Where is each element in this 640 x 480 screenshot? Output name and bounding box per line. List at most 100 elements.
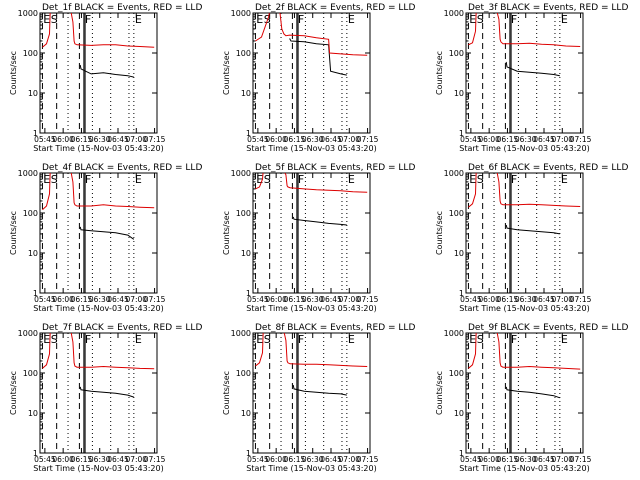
x-tick-label: 06:45 <box>320 135 342 144</box>
x-tick-label: 07:00 <box>551 455 573 464</box>
events-series-line <box>292 384 347 396</box>
lld-series-line <box>255 333 368 367</box>
x-axis-label: Start Time (15-Nov-03 05:43:20) <box>33 464 163 473</box>
y-axis-label: Counts/sec <box>222 51 231 95</box>
y-tick-label: 1 <box>246 289 251 298</box>
x-tick-label: 06:00 <box>478 455 500 464</box>
x-tick-label: 06:15 <box>497 295 519 304</box>
y-tick-label: 1 <box>246 129 251 138</box>
y-tick-label: 1000 <box>18 329 38 338</box>
flag-label: S <box>51 333 58 346</box>
panel-title: Det_2f BLACK = Events, RED = LLD <box>255 3 415 13</box>
x-axis-label: Start Time (15-Nov-03 05:43:20) <box>33 304 163 313</box>
flag-label: E <box>469 173 476 186</box>
flag-label: F <box>298 333 304 346</box>
flag-label: E <box>561 333 568 346</box>
x-tick-label: 06:15 <box>284 135 306 144</box>
x-tick-label: 07:00 <box>125 455 147 464</box>
flag-label: E <box>43 13 50 26</box>
lld-series-line <box>42 173 155 211</box>
x-tick-label: 07:00 <box>551 135 573 144</box>
events-series-line <box>79 386 134 398</box>
y-tick-label: 1 <box>246 449 251 458</box>
x-tick-label: 06:30 <box>515 295 537 304</box>
y-tick-label: 10 <box>454 249 464 258</box>
y-tick-label: 100 <box>236 209 251 218</box>
flag-label: E <box>469 333 476 346</box>
x-tick-label: 05:45 <box>460 135 482 144</box>
flag-label: F <box>511 13 517 26</box>
plot-frame <box>39 332 158 454</box>
y-axis-label: Counts/sec <box>9 51 18 95</box>
y-tick-label: 100 <box>23 49 38 58</box>
events-series-line <box>505 386 560 399</box>
x-tick-label: 06:45 <box>107 295 129 304</box>
plot-frame <box>252 12 371 134</box>
x-tick-label: 06:45 <box>533 455 555 464</box>
flag-label: S <box>51 13 58 26</box>
lld-series-line <box>42 13 155 48</box>
x-tick-label: 07:15 <box>570 295 592 304</box>
x-tick-label: 06:00 <box>478 135 500 144</box>
x-tick-label: 07:15 <box>570 455 592 464</box>
y-tick-label: 1000 <box>18 9 38 18</box>
x-tick-label: 05:45 <box>247 295 269 304</box>
events-series-line <box>79 226 135 240</box>
flag-label: F <box>298 173 304 186</box>
y-tick-label: 1 <box>459 289 464 298</box>
x-tick-label: 06:45 <box>533 135 555 144</box>
x-axis-label: Start Time (15-Nov-03 05:43:20) <box>246 144 376 153</box>
flag-label: F <box>511 333 517 346</box>
flag-label: S <box>264 333 271 346</box>
flag-label: S <box>477 13 484 26</box>
y-tick-label: 1 <box>33 289 38 298</box>
x-tick-label: 06:45 <box>320 295 342 304</box>
x-tick-label: 06:00 <box>265 455 287 464</box>
y-tick-label: 10 <box>28 89 38 98</box>
panel-title: Det_9f BLACK = Events, RED = LLD <box>468 323 628 333</box>
y-tick-label: 1 <box>33 129 38 138</box>
flag-label: E <box>256 333 263 346</box>
x-tick-label: 06:15 <box>497 135 519 144</box>
x-tick-label: 06:45 <box>320 455 342 464</box>
lld-series-line <box>255 173 368 193</box>
flag-label: F <box>85 173 91 186</box>
flag-label: E <box>348 13 355 26</box>
flag-label: E <box>348 333 355 346</box>
y-tick-label: 1 <box>459 129 464 138</box>
x-axis-label: Start Time (15-Nov-03 05:43:20) <box>33 144 163 153</box>
x-tick-label: 06:00 <box>265 135 287 144</box>
flag-label: F <box>511 173 517 186</box>
x-tick-label: 06:15 <box>71 135 93 144</box>
x-tick-label: 07:00 <box>338 135 360 144</box>
x-tick-label: 06:30 <box>89 135 111 144</box>
panel-title: Det_1f BLACK = Events, RED = LLD <box>42 3 202 13</box>
y-tick-label: 1000 <box>231 169 251 178</box>
x-tick-label: 07:15 <box>357 295 379 304</box>
y-axis-label: Counts/sec <box>435 211 444 255</box>
x-tick-label: 07:00 <box>125 295 147 304</box>
x-tick-label: 06:30 <box>302 135 324 144</box>
x-tick-label: 06:00 <box>265 295 287 304</box>
y-tick-label: 1000 <box>444 169 464 178</box>
x-tick-label: 05:45 <box>247 455 269 464</box>
y-tick-label: 1 <box>33 449 38 458</box>
x-tick-label: 06:15 <box>71 295 93 304</box>
x-tick-label: 07:00 <box>338 295 360 304</box>
y-tick-label: 1 <box>459 449 464 458</box>
x-tick-label: 07:15 <box>144 135 166 144</box>
x-tick-label: 06:15 <box>71 455 93 464</box>
x-tick-label: 07:15 <box>144 295 166 304</box>
flag-label: S <box>51 173 58 186</box>
flag-label: E <box>348 173 355 186</box>
y-tick-label: 1000 <box>231 329 251 338</box>
x-tick-label: 06:45 <box>107 455 129 464</box>
y-tick-label: 1000 <box>444 329 464 338</box>
flag-label: F <box>85 333 91 346</box>
events-series-line <box>292 216 347 226</box>
plot-frame <box>465 172 584 294</box>
